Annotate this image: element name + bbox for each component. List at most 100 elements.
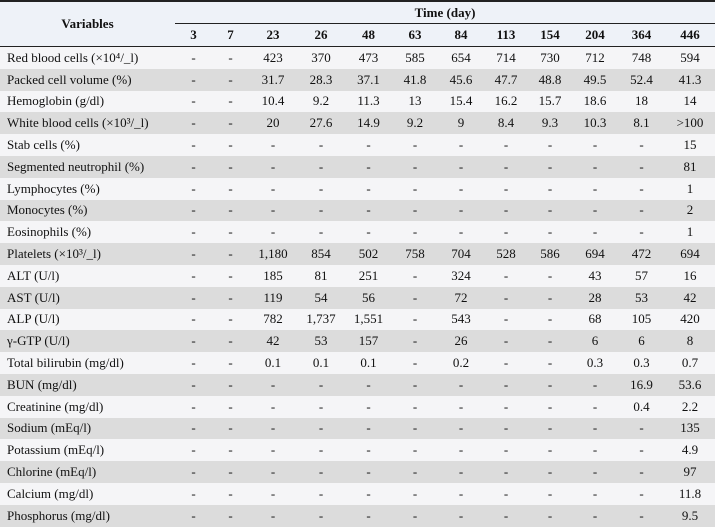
table-cell: 68 (588, 311, 602, 327)
table-cell: - (228, 93, 233, 109)
day-header: 63 (392, 23, 438, 47)
table-cell: - (503, 485, 509, 501)
table-cell: - (547, 507, 553, 523)
table-cell: 48.8 (538, 71, 562, 87)
variables-header: Variables (0, 1, 175, 47)
table-cell: - (270, 202, 276, 218)
day-header: 113 (484, 23, 528, 47)
table-cell: - (592, 442, 598, 458)
table-cell: - (592, 202, 598, 218)
table-cell: - (639, 442, 644, 458)
table-cell: - (412, 464, 418, 480)
table-row: AST (U/l) - - 119 54 56 - 72 - - 28 53 42 (0, 286, 715, 309)
table-cell: - (592, 420, 598, 436)
table-cell: - (366, 420, 371, 436)
table-cell: - (228, 355, 233, 371)
table-cell: 730 (540, 49, 560, 65)
table-cell: 16.9 (630, 376, 653, 392)
table-row: Stab cells (%) - - - - - - - - - - - 15 (0, 134, 715, 156)
table-row: Segmented neutrophil (%) - - - - - - - - - - - 81 (0, 155, 715, 178)
table-cell: - (547, 311, 553, 327)
table-cell: 157 (358, 333, 379, 349)
table-cell: - (191, 115, 196, 131)
table-row: Potassium (mEq/l) - - - - - - - - - - - 4.9 (0, 439, 715, 462)
table-cell: 135 (680, 420, 700, 436)
table-cell: 10.4 (261, 93, 285, 109)
table-cell: - (503, 442, 509, 458)
table-cell: 6 (638, 333, 645, 349)
table-cell: 45.6 (449, 71, 473, 87)
row-label: Total bilirubin (mg/dl) (7, 355, 124, 371)
table-cell: 704 (451, 246, 471, 262)
table-cell: 9.2 (312, 93, 330, 109)
table-cell: 0.4 (633, 398, 650, 414)
table-cell: 594 (680, 49, 700, 65)
table-cell: - (228, 485, 233, 501)
table-cell: 105 (631, 311, 652, 327)
table-cell: - (366, 202, 371, 218)
table-cell: 748 (631, 49, 652, 65)
table-cell: - (228, 158, 233, 174)
table-cell: - (547, 137, 553, 153)
table-cell: 41.8 (403, 71, 427, 87)
table-cell: - (458, 137, 464, 153)
table-cell: - (503, 289, 509, 305)
table-row: Phosphorus (mg/dl) - - - - - - - - - - - 9.5 (0, 504, 715, 527)
table-cell: 15 (683, 137, 697, 153)
header-row: Variables Time (day) (0, 1, 715, 47)
table-cell: - (191, 355, 196, 371)
day-header: 446 (665, 23, 715, 47)
table-cell: - (412, 202, 418, 218)
table-cell: - (228, 376, 233, 392)
table-cell: 1,551 (353, 311, 384, 327)
table-cell: 586 (540, 246, 560, 262)
table-row: Red blood cells (×10⁴/_l) - - 423 370 473 585 6… (0, 46, 715, 69)
table-cell: 41.3 (678, 71, 702, 87)
table-cell: - (270, 180, 276, 196)
table-cell: - (228, 420, 233, 436)
table-cell: 502 (358, 246, 379, 262)
table-cell: 31.7 (261, 71, 285, 87)
table-cell: 42 (266, 333, 280, 349)
table-row: Calcium (mg/dl) - - - - - - - - - - - 11.8 (0, 482, 715, 505)
row-label: ALP (U/l) (7, 311, 60, 327)
table-cell: 1 (686, 180, 694, 196)
table-cell: - (270, 507, 276, 523)
table-cell: 43 (588, 267, 602, 283)
row-label: Sodium (mEq/l) (7, 420, 92, 436)
table-cell: - (318, 442, 324, 458)
table-cell: 72 (454, 289, 468, 305)
table-cell: - (366, 464, 371, 480)
table-cell: 26 (454, 333, 468, 349)
table-cell: - (412, 507, 418, 523)
table-cell: - (639, 507, 644, 523)
table-cell: - (318, 224, 324, 240)
row-label: Stab cells (%) (7, 137, 80, 153)
row-label: Lymphocytes (%) (7, 180, 100, 196)
table-cell: - (412, 224, 418, 240)
table-cell: 119 (263, 289, 283, 305)
table-cell: - (503, 267, 509, 283)
row-label: ALT (U/l) (7, 267, 60, 283)
table-cell: - (458, 398, 464, 414)
table-cell: 0.7 (681, 355, 699, 371)
table-cell: - (412, 355, 418, 371)
table-cell: 543 (451, 311, 471, 327)
table-cell: 18 (635, 93, 648, 109)
table-cell: - (547, 267, 553, 283)
table-cell: 9.2 (406, 115, 424, 131)
table-cell: - (412, 333, 418, 349)
table-cell: - (270, 158, 276, 174)
table-cell: 81 (683, 158, 697, 174)
table-cell: - (318, 158, 324, 174)
table-cell: - (318, 137, 324, 153)
table-cell: - (592, 398, 598, 414)
table-cell: - (191, 202, 196, 218)
table-cell: 18.6 (583, 93, 607, 109)
table-cell: - (592, 158, 598, 174)
day-header: 23 (249, 23, 297, 47)
table-row: Total bilirubin (mg/dl) - - 0.1 0.1 0.1 - 0.2 - -… (0, 352, 715, 374)
table-cell: 420 (680, 311, 700, 327)
table-cell: - (270, 464, 276, 480)
table-cell: 1,737 (306, 311, 336, 327)
